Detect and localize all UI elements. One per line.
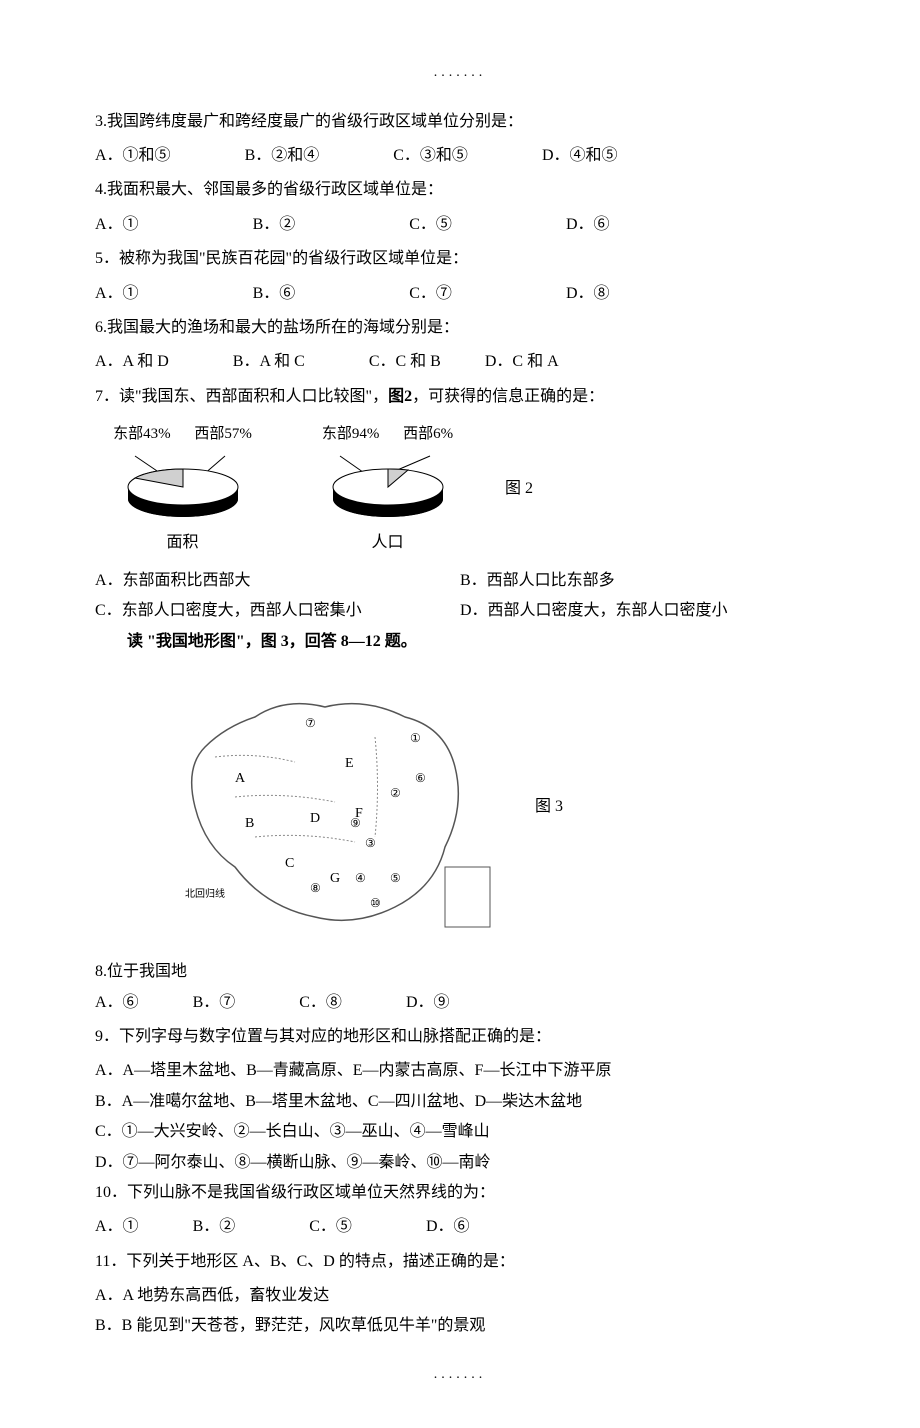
q3-opt-d: D．④和⑤ (542, 141, 618, 171)
q5-options: A．① B．⑥ C．⑦ D．⑧ (95, 279, 825, 309)
q6-text: 6.我国最大的渔场和最大的盐场所在的海域分别是： (95, 313, 825, 343)
q7-options-row2: C．东部人口密度大，西部人口密集小 D．西部人口密度大，东部人口密度小 (95, 596, 825, 626)
pie-pop-east-label: 东部94% (322, 426, 380, 442)
q9-opt-a: A．A—塔里木盆地、B—青藏高原、E—内蒙古高原、F—长江中下游平原 (95, 1056, 825, 1086)
map-num-3: ③ (365, 836, 376, 850)
q3-opt-c: C．③和⑤ (393, 141, 468, 171)
china-map: A B C D E F G ① ② ③ ④ ⑤ ⑥ ⑦ ⑧ ⑨ ⑩ 北回归线 (155, 667, 495, 947)
q11-opt-a: A．A 地势东高西低，畜牧业发达 (95, 1281, 825, 1311)
footer-dots: ....... (95, 1362, 825, 1389)
map-tropic-label: 北回归线 (185, 887, 225, 900)
q7-text-b: ，可获得的信息正确的是： (412, 388, 604, 405)
map-num-7: ⑦ (305, 716, 316, 730)
q4-opt-b: B．② (253, 210, 296, 240)
figure-3-label: 图 3 (535, 792, 563, 822)
q10-opt-b: B．② (193, 1212, 236, 1242)
q7-opt-b: B．西部人口比东部多 (460, 566, 825, 596)
figure-3: A B C D E F G ① ② ③ ④ ⑤ ⑥ ⑦ ⑧ ⑨ ⑩ 北回归线 图… (95, 667, 825, 947)
map-num-1: ① (410, 731, 421, 745)
q3-opt-b: B．②和④ (245, 141, 320, 171)
q4-text: 4.我面积最大、邻国最多的省级行政区域单位是： (95, 175, 825, 205)
map-num-10: ⑩ (370, 896, 381, 910)
map-num-6: ⑥ (415, 771, 426, 785)
pie-area-caption: 面积 (95, 528, 270, 558)
q10-opt-c: C．⑤ (309, 1212, 352, 1242)
q8-row: 8.位于我国地 (95, 957, 825, 987)
q5-text: 5．被称为我国"民族百花园"的省级行政区域单位是： (95, 244, 825, 274)
pie-area-west-label: 西部57% (194, 426, 252, 442)
q9-opt-d: D．⑦—阿尔泰山、⑧—横断山脉、⑨—秦岭、⑩—南岭 (95, 1148, 825, 1178)
section8-heading: 读 "我国地形图"，图 3，回答 8—12 题。 (95, 627, 825, 657)
pie-area-chart (95, 451, 270, 526)
q4-opt-a: A．① (95, 210, 139, 240)
q9-opt-c: C．①—大兴安岭、②—长白山、③—巫山、④—雪峰山 (95, 1117, 825, 1147)
map-num-5: ⑤ (390, 871, 401, 885)
figure-2-label: 图 2 (505, 474, 533, 504)
q10-text: 10．下列山脉不是我国省级行政区域单位天然界线的为： (95, 1178, 825, 1208)
q10-opt-a: A．① (95, 1212, 139, 1242)
q9-opt-b: B．A—准噶尔盆地、B—塔里木盆地、C—四川盆地、D—柴达木盆地 (95, 1087, 825, 1117)
q6-opt-b: B．A 和 C (233, 347, 305, 377)
q6-opt-c: C．C 和 B (369, 347, 441, 377)
map-region-b: B (245, 816, 254, 831)
q7-text: 7．读"我国东、西部面积和人口比较图"，图2，可获得的信息正确的是： (95, 382, 825, 412)
q7-options-row1: A．东部面积比西部大 B．西部人口比东部多 (95, 566, 825, 596)
pie-pop-west-label: 西部6% (403, 426, 453, 442)
pie-pop-caption: 人口 (300, 528, 475, 558)
q8-opt-b: B．⑦ (193, 988, 236, 1018)
q10-opt-d: D．⑥ (426, 1212, 470, 1242)
map-region-g: G (330, 871, 340, 886)
pie-area-east-label: 东部43% (113, 426, 171, 442)
q7-opt-d: D．西部人口密度大，东部人口密度小 (460, 596, 825, 626)
map-region-d: D (310, 811, 320, 826)
q6-opt-d: D．C 和 A (485, 347, 559, 377)
map-num-8: ⑧ (310, 881, 321, 895)
q5-opt-c: C．⑦ (409, 279, 452, 309)
map-num-9: ⑨ (350, 816, 361, 830)
q7-text-a: 7．读"我国东、西部面积和人口比较图"， (95, 388, 388, 405)
q8-opt-d: D．⑨ (406, 988, 450, 1018)
q10-options: A．① B．② C．⑤ D．⑥ (95, 1212, 825, 1242)
q6-options: A．A 和 D B．A 和 C C．C 和 B D．C 和 A (95, 347, 825, 377)
q5-opt-d: D．⑧ (566, 279, 610, 309)
q4-options: A．① B．② C．⑤ D．⑥ (95, 210, 825, 240)
q8-opt-c: C．⑧ (299, 988, 342, 1018)
q7-opt-a: A．东部面积比西部大 (95, 566, 460, 596)
q4-opt-d: D．⑥ (566, 210, 610, 240)
q8-options: A．⑥ B．⑦ C．⑧ D．⑨ (95, 988, 825, 1018)
q3-opt-a: A．①和⑤ (95, 141, 171, 171)
pie-area: 东部43% 西部57% 面积 (95, 420, 270, 558)
q5-opt-b: B．⑥ (253, 279, 296, 309)
pie-pop: 东部94% 西部6% 人口 (300, 420, 475, 558)
q9-text: 9．下列字母与数字位置与其对应的地形区和山脉搭配正确的是： (95, 1022, 825, 1052)
q4-opt-c: C．⑤ (409, 210, 452, 240)
map-num-4: ④ (355, 871, 366, 885)
q8-opt-a: A．⑥ (95, 988, 139, 1018)
q11-text: 11．下列关于地形区 A、B、C、D 的特点，描述正确的是： (95, 1247, 825, 1277)
figure-2: 东部43% 西部57% 面积 东部94% 西部6% (95, 420, 825, 558)
q7-text-bold: 图2 (388, 388, 412, 405)
map-region-c: C (285, 856, 294, 871)
q5-opt-a: A．① (95, 279, 139, 309)
header-dots: ....... (95, 60, 825, 87)
q7-opt-c: C．东部人口密度大，西部人口密集小 (95, 596, 460, 626)
q11-opt-b: B．B 能见到"天苍苍，野茫茫，风吹草低见牛羊"的景观 (95, 1311, 825, 1341)
map-region-e: E (345, 756, 354, 771)
map-num-2: ② (390, 786, 401, 800)
q3-text: 3.我国跨纬度最广和跨经度最广的省级行政区域单位分别是： (95, 107, 825, 137)
map-region-a: A (235, 771, 246, 786)
q3-options: A．①和⑤ B．②和④ C．③和⑤ D．④和⑤ (95, 141, 825, 171)
pie-pop-chart (300, 451, 475, 526)
q6-opt-a: A．A 和 D (95, 347, 169, 377)
q8-text: 8.位于我国地 (95, 957, 205, 987)
